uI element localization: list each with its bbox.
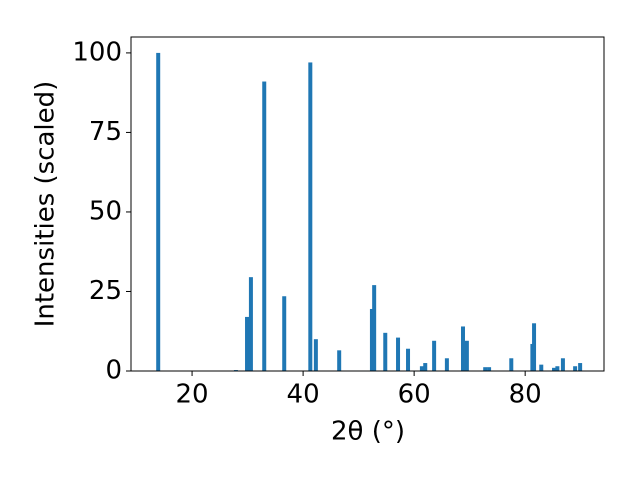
bar <box>539 364 544 371</box>
y-tick-label: 0 <box>105 356 122 386</box>
bar <box>509 358 514 371</box>
bar <box>406 348 411 371</box>
bar <box>483 367 488 371</box>
bar <box>560 358 565 371</box>
y-axis-label: Intensities (scaled) <box>31 81 61 328</box>
bar <box>432 340 437 371</box>
bar <box>245 316 250 371</box>
y-tick-label: 25 <box>89 276 122 306</box>
x-tick-label: 20 <box>176 380 209 410</box>
bar <box>555 366 560 371</box>
x-tick-label: 60 <box>398 380 431 410</box>
plot-frame <box>130 36 605 372</box>
bar <box>552 367 557 371</box>
y-tick-label: 100 <box>72 37 122 67</box>
bar <box>308 62 313 371</box>
bar <box>487 367 492 371</box>
y-tick-label: 50 <box>89 196 122 226</box>
bar <box>578 363 583 371</box>
bar <box>460 326 465 371</box>
bar <box>262 81 267 372</box>
bar <box>248 277 253 371</box>
y-tick-label: 75 <box>89 117 122 147</box>
bar <box>423 363 428 371</box>
x-tick-label: 40 <box>287 380 320 410</box>
bar <box>464 340 469 371</box>
bar <box>396 337 401 371</box>
bar <box>156 52 161 372</box>
bar <box>313 339 318 371</box>
bar <box>337 350 342 371</box>
bar <box>419 366 424 371</box>
bar <box>573 366 578 371</box>
x-tick-label: 80 <box>509 380 542 410</box>
bar <box>282 296 287 371</box>
bar <box>532 323 537 371</box>
bar <box>444 358 449 371</box>
x-axis-label: 2θ (°) <box>331 417 405 447</box>
bar <box>383 332 388 371</box>
bar <box>369 308 374 371</box>
bar <box>372 285 377 371</box>
